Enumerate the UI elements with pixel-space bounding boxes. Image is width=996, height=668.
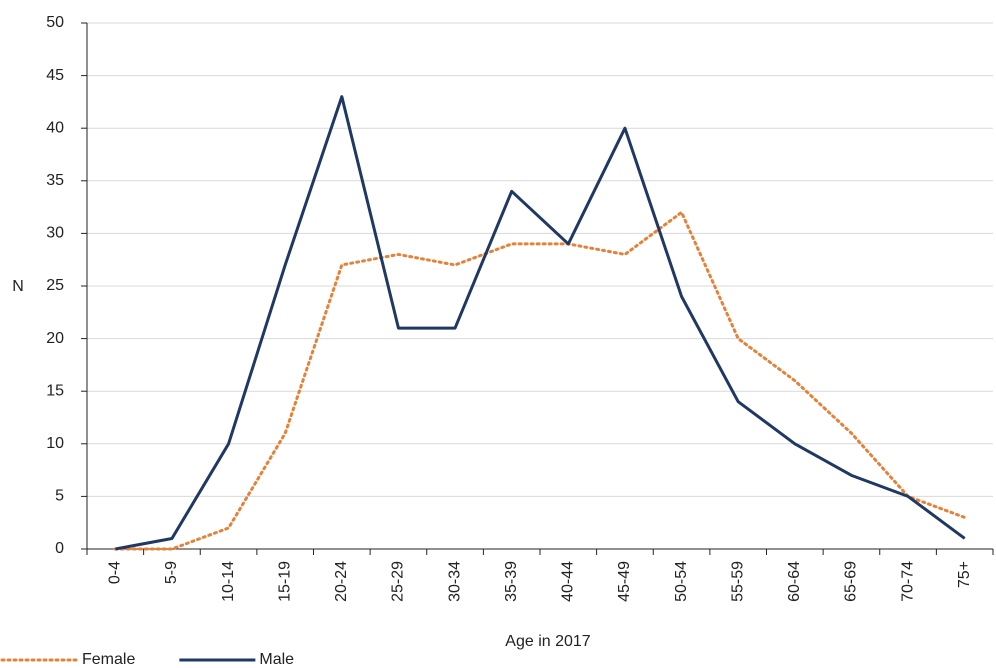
x-tick-label: 0-4 [107, 561, 124, 584]
x-tick-label: 10-14 [220, 561, 237, 602]
y-tick-label: 45 [46, 67, 64, 84]
y-tick-label: 25 [46, 277, 64, 294]
y-tick-label: 10 [46, 435, 64, 452]
x-tick-label: 25-29 [390, 561, 407, 602]
x-tick-label: 5-9 [163, 561, 180, 584]
x-tick-label: 15-19 [276, 561, 293, 602]
line-series [115, 95, 966, 551]
line-series [113, 210, 967, 551]
legend-label: Male [259, 651, 294, 668]
x-tick-label: 75+ [956, 561, 973, 588]
y-tick-label: 40 [46, 119, 64, 136]
y-tick-label: 35 [46, 172, 64, 189]
x-tick-label: 50-54 [673, 561, 690, 602]
x-tick-label: 60-64 [786, 561, 803, 602]
x-tick-label: 65-69 [843, 561, 860, 602]
y-tick-label: 15 [46, 382, 64, 399]
y-tick-label: 5 [55, 488, 64, 505]
x-tick-label: 55-59 [729, 561, 746, 602]
x-tick-label: 45-49 [616, 561, 633, 602]
x-axis-label: Age in 2017 [505, 633, 591, 650]
x-tick-label: 20-24 [333, 561, 350, 602]
y-axis-label: N [12, 278, 24, 295]
y-tick-label: 20 [46, 330, 64, 347]
x-tick-label: 35-39 [503, 561, 520, 602]
legend-label: Female [82, 651, 135, 668]
x-tick-label: 40-44 [560, 561, 577, 602]
x-tick-label: 30-34 [446, 561, 463, 602]
y-tick-label: 0 [55, 540, 64, 557]
y-tick-label: 50 [46, 14, 64, 31]
y-tick-label: 30 [46, 225, 64, 242]
x-tick-label: 70-74 [899, 561, 916, 602]
